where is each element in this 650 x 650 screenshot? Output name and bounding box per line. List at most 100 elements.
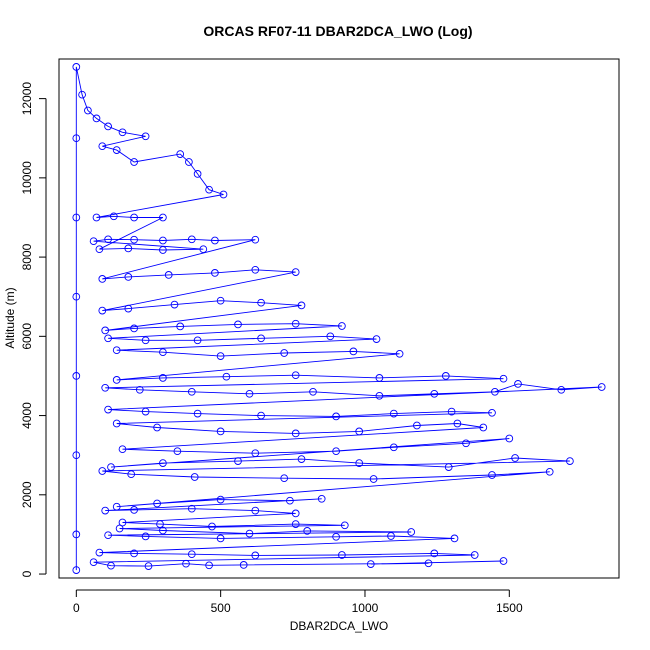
data-point	[98, 142, 107, 151]
data-point	[101, 383, 110, 392]
x-tick-label: 0	[73, 601, 80, 615]
data-point	[72, 451, 81, 460]
data-point	[251, 506, 260, 515]
data-point	[317, 494, 326, 503]
data-point	[78, 90, 86, 99]
data-point	[135, 385, 144, 394]
x-axis: 0 500 1000 1500	[73, 589, 523, 615]
data-point	[193, 336, 202, 345]
x-tick-label: 500	[211, 601, 231, 615]
data-point	[234, 457, 242, 465]
y-tick-label: 10000	[20, 161, 34, 195]
y-tick-label: 4000	[20, 402, 34, 429]
data-point	[187, 235, 196, 244]
data-point	[251, 235, 260, 244]
data-point	[216, 427, 225, 436]
data-point	[245, 529, 254, 538]
data-point	[309, 387, 317, 396]
data-point	[130, 213, 138, 222]
data-point	[72, 63, 81, 71]
data-point	[389, 443, 398, 452]
data-point	[118, 445, 127, 454]
data-point	[124, 244, 133, 253]
data-point	[511, 454, 519, 462]
data-point	[499, 557, 508, 565]
data-point	[104, 405, 112, 414]
data-point	[479, 423, 488, 432]
data-point	[251, 449, 260, 458]
data-point	[176, 322, 185, 331]
data-point	[130, 506, 138, 514]
data-point	[216, 352, 225, 360]
data-point	[92, 213, 101, 222]
data-point	[104, 531, 112, 540]
data-point	[130, 324, 138, 333]
data-point	[72, 566, 81, 574]
data-point	[115, 524, 124, 533]
data-point	[173, 447, 182, 456]
data-point	[488, 471, 496, 479]
data-point	[413, 421, 421, 430]
data-point	[187, 550, 196, 559]
data-point	[291, 429, 300, 438]
data-point	[141, 132, 150, 141]
data-point	[372, 335, 381, 343]
data-point	[291, 509, 300, 518]
data-point	[499, 374, 508, 383]
data-point	[280, 349, 289, 357]
data-point	[92, 114, 101, 123]
data-point	[193, 409, 202, 418]
data-point	[130, 235, 138, 244]
data-point	[98, 467, 107, 475]
series-line	[75, 66, 602, 571]
data-point	[107, 561, 115, 570]
data-point	[291, 268, 300, 276]
data-point	[453, 419, 462, 428]
data-point	[395, 349, 404, 358]
data-point	[98, 306, 107, 315]
data-point	[332, 412, 340, 421]
data-point	[72, 530, 81, 539]
data-point	[98, 275, 107, 283]
data-point	[234, 320, 242, 329]
data-point	[257, 411, 265, 420]
data-point	[112, 502, 121, 511]
data-point	[104, 235, 112, 244]
data-point	[101, 506, 110, 515]
x-tick-label: 1500	[496, 601, 523, 615]
data-point	[375, 374, 384, 382]
data-point	[159, 374, 167, 382]
data-point	[557, 385, 566, 394]
data-point	[447, 407, 456, 416]
data-point	[222, 372, 231, 381]
data-point	[153, 499, 161, 508]
y-tick-label: 12000	[20, 82, 34, 116]
data-point	[430, 389, 439, 398]
data-point	[130, 549, 138, 558]
data-point	[441, 372, 450, 380]
y-axis: 0 2000 4000 6000 8000 10000 12000	[20, 82, 47, 577]
data-point	[159, 213, 167, 222]
data-point	[338, 551, 346, 559]
data-point	[187, 504, 196, 513]
data-point	[387, 532, 395, 540]
data-point	[211, 269, 219, 277]
data-point	[159, 236, 167, 245]
data-point	[107, 463, 115, 471]
plot-frame	[58, 58, 620, 579]
data-point	[141, 532, 150, 541]
data-point	[488, 408, 496, 417]
data-point	[156, 520, 164, 528]
data-point	[257, 334, 265, 343]
data-point	[89, 237, 98, 246]
data-point	[141, 407, 150, 416]
data-point	[104, 122, 112, 131]
data-point	[118, 518, 127, 527]
data-point	[176, 150, 185, 158]
data-point	[72, 372, 81, 380]
y-tick-label: 8000	[20, 243, 34, 270]
data-point	[205, 185, 213, 194]
data-point	[326, 332, 335, 341]
data-point	[159, 459, 167, 467]
